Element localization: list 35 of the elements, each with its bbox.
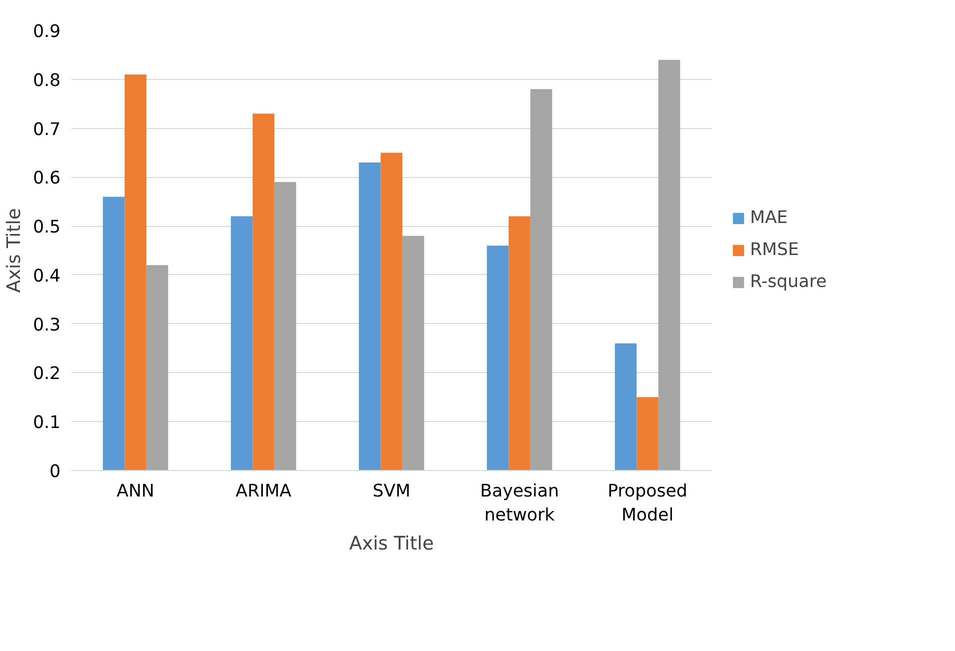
x-tick-label: SVM [372,482,410,502]
legend-label: MAE [750,208,788,228]
bar [614,343,637,470]
bar [274,182,296,470]
y-axis-title: Axis Title [4,208,25,293]
x-tick-label: Bayesian network [480,482,559,526]
bar [102,196,125,470]
y-tick-label: 0.4 [32,266,61,286]
bar [402,236,424,470]
x-axis-title: Axis Title [349,534,434,554]
x-tick-label: Proposed Model [608,482,688,526]
bar [146,265,168,470]
bar [530,89,552,470]
legend-label: RMSE [750,240,799,260]
y-tick-label: 0.3 [32,315,61,336]
bar [380,152,402,470]
x-tick-label: ARIMA [236,482,292,502]
x-tick-label: ANN [116,482,154,502]
bar [658,60,680,470]
y-tick-label: 0.7 [32,120,61,140]
bar [358,162,381,470]
bar [230,216,253,470]
y-tick-label: 0.9 [32,22,61,42]
bar [636,397,658,470]
y-tick-label: 0.6 [32,168,61,189]
bar [486,246,509,470]
y-tick-label: 0 [49,462,61,482]
legend-label: R-square [750,272,827,292]
bar [124,74,146,470]
bar [252,114,274,470]
y-tick-label: 0.1 [32,413,61,434]
bar [508,216,530,470]
y-tick-label: 0.5 [32,218,61,238]
y-tick-label: 0.2 [32,364,61,384]
y-tick-label: 0.8 [32,70,61,91]
